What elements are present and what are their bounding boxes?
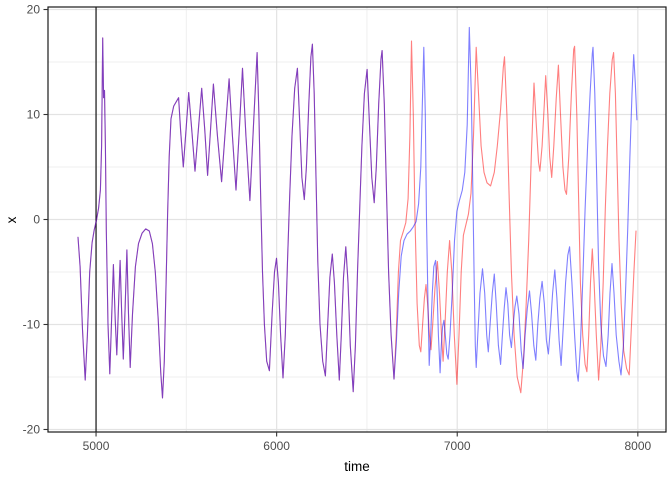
x-axis-tick-label: 8000 [624,439,651,453]
x-axis-title: time [344,459,370,474]
y-axis-tick-label: -20 [23,423,41,437]
y-axis-tick-label: 20 [27,3,41,17]
y-axis-tick-label: 0 [33,213,40,227]
x-axis-tick-label: 6000 [263,439,290,453]
plot-panel: 5000 6000 7000 8000 20 10 0 -10 -20 [23,3,667,453]
y-axis-title: x [4,216,19,223]
y-axis-tick-label: 10 [27,108,41,122]
y-axis-tick-label: -10 [23,318,41,332]
x-axis-tick-label: 7000 [444,439,471,453]
x-axis-tick-label: 5000 [83,439,110,453]
trajectory-2-line [77,26,638,399]
